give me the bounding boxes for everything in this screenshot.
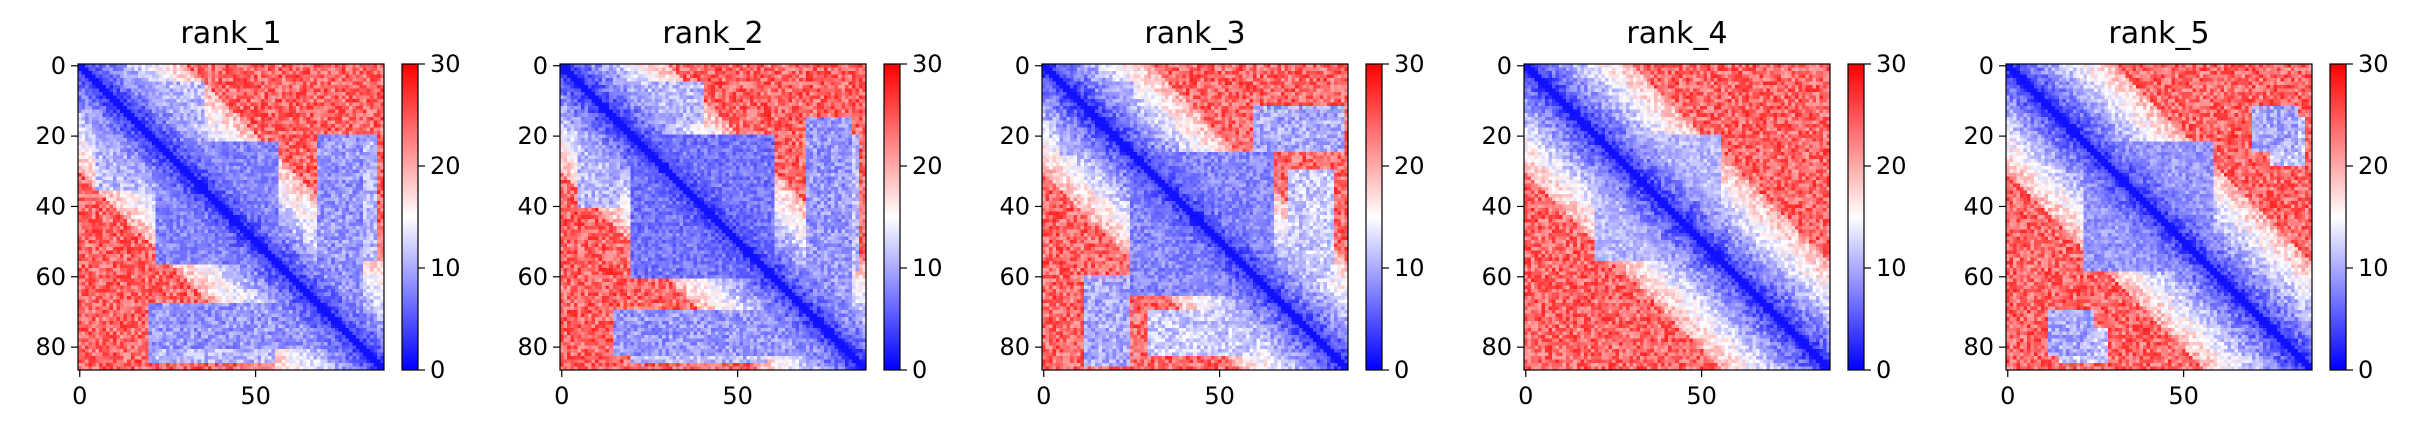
- colorbar-tick-label: 20: [430, 152, 461, 180]
- x-tick-label: 0: [1036, 382, 1051, 410]
- x-tick-label: 0: [1518, 382, 1533, 410]
- y-tick-label: 0: [51, 52, 66, 80]
- panel-title: rank_4: [1626, 16, 1728, 51]
- colorbar-image: [402, 64, 418, 370]
- heatmap-frame: [1523, 63, 1831, 371]
- panel-title: rank_3: [1144, 16, 1246, 51]
- colorbar-tick-label: 10: [1876, 254, 1907, 282]
- x-tick-label: 0: [72, 382, 87, 410]
- y-tick-label: 60: [35, 263, 66, 291]
- y-tick-label: 80: [517, 333, 548, 361]
- colorbar-tick-label: 0: [2358, 356, 2373, 384]
- colorbar-frame: [2329, 63, 2347, 371]
- y-tick-label: 20: [1481, 122, 1512, 150]
- y-tick-label: 0: [1497, 52, 1512, 80]
- colorbar-tick-label: 30: [1394, 50, 1425, 78]
- colorbar-tick-label: 10: [1394, 254, 1425, 282]
- y-tick-label: 40: [1963, 192, 1994, 220]
- colorbar-tick-label: 20: [1876, 152, 1907, 180]
- colorbar-tick-label: 30: [1876, 50, 1907, 78]
- y-tick-label: 60: [1481, 263, 1512, 291]
- colorbar-frame: [1847, 63, 1865, 371]
- colorbar-tick-label: 0: [430, 356, 445, 384]
- x-tick-label: 0: [2000, 382, 2015, 410]
- colorbar-tick-label: 10: [2358, 254, 2389, 282]
- colorbar-image: [1848, 64, 1864, 370]
- panel-title: rank_5: [2108, 16, 2210, 51]
- colorbar-image: [1366, 64, 1382, 370]
- colorbar-image: [884, 64, 900, 370]
- x-tick-label: 50: [240, 382, 271, 410]
- y-tick-label: 20: [1963, 122, 1994, 150]
- x-tick-label: 50: [722, 382, 753, 410]
- colorbar-tick-label: 10: [430, 254, 461, 282]
- x-tick-label: 0: [554, 382, 569, 410]
- heatmap-image: [1524, 64, 1830, 370]
- y-tick-label: 20: [35, 122, 66, 150]
- y-tick-label: 0: [533, 52, 548, 80]
- heatmap-image: [78, 64, 384, 370]
- heatmap-frame: [1041, 63, 1349, 371]
- colorbar-tick-label: 20: [912, 152, 943, 180]
- y-tick-label: 80: [1963, 333, 1994, 361]
- colorbar-frame: [1365, 63, 1383, 371]
- y-tick-label: 60: [1963, 263, 1994, 291]
- y-tick-label: 80: [999, 333, 1030, 361]
- y-tick-label: 40: [1481, 192, 1512, 220]
- y-tick-label: 60: [517, 263, 548, 291]
- x-tick-label: 50: [2168, 382, 2199, 410]
- heatmap-image: [560, 64, 866, 370]
- y-tick-label: 20: [999, 122, 1030, 150]
- colorbar-tick-label: 20: [1394, 152, 1425, 180]
- heatmap-image: [1042, 64, 1348, 370]
- y-tick-label: 0: [1015, 52, 1030, 80]
- y-tick-label: 20: [517, 122, 548, 150]
- y-tick-label: 0: [1979, 52, 1994, 80]
- heatmap-frame: [559, 63, 867, 371]
- colorbar-image: [2330, 64, 2346, 370]
- y-tick-label: 40: [517, 192, 548, 220]
- heatmap-frame: [77, 63, 385, 371]
- colorbar-frame: [401, 63, 419, 371]
- y-tick-label: 80: [1481, 333, 1512, 361]
- colorbar-tick-label: 0: [1394, 356, 1409, 384]
- colorbar-frame: [883, 63, 901, 371]
- colorbar-tick-label: 30: [430, 50, 461, 78]
- y-tick-label: 40: [999, 192, 1030, 220]
- panel-title: rank_2: [662, 16, 764, 51]
- y-tick-label: 60: [999, 263, 1030, 291]
- colorbar-tick-label: 30: [912, 50, 943, 78]
- colorbar-tick-label: 30: [2358, 50, 2389, 78]
- colorbar-tick-label: 20: [2358, 152, 2389, 180]
- heatmap-frame: [2005, 63, 2313, 371]
- colorbar-tick-label: 0: [1876, 356, 1891, 384]
- x-tick-label: 50: [1204, 382, 1235, 410]
- panel-title: rank_1: [180, 16, 282, 51]
- colorbar-tick-label: 0: [912, 356, 927, 384]
- colorbar-tick-label: 10: [912, 254, 943, 282]
- y-tick-label: 80: [35, 333, 66, 361]
- y-tick-label: 40: [35, 192, 66, 220]
- x-tick-label: 50: [1686, 382, 1717, 410]
- heatmap-image: [2006, 64, 2312, 370]
